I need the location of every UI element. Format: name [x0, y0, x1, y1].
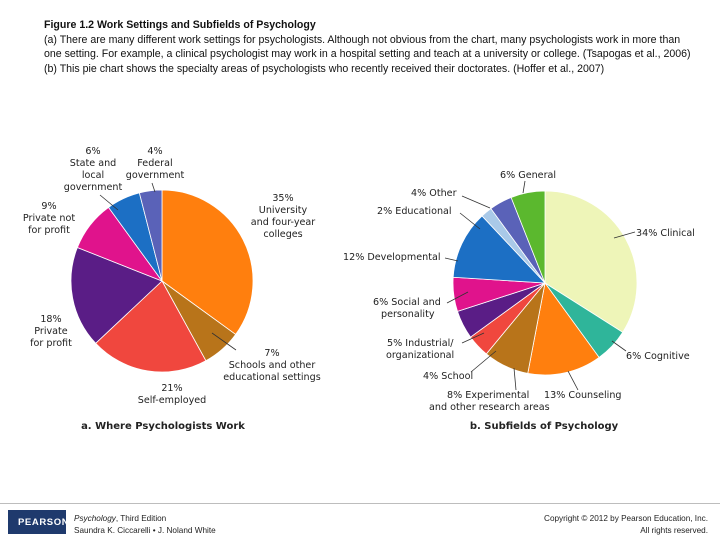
label-social-line1: 6% Social and: [373, 297, 441, 308]
label-io-line2: organizational: [386, 350, 454, 361]
label-other: 4% Other: [411, 188, 457, 199]
label-private-nonprofit-line2: for profit: [28, 225, 70, 236]
label-self-employed-pct: 21%: [161, 383, 182, 394]
label-university-pct: 35%: [272, 193, 293, 204]
pie-b-leader-lines: [444, 180, 636, 391]
figure-caption: Figure 1.2 Work Settings and Subfields o…: [44, 18, 694, 76]
leader-line-developmental: [444, 257, 459, 262]
label-clinical: 34% Clinical: [636, 228, 695, 239]
pie-chart-work-settings: [70, 189, 254, 373]
label-educational: 2% Educational: [377, 206, 452, 217]
pie-slice-developmental: [452, 215, 546, 284]
pie-slice-private-for-profit: [70, 246, 163, 344]
figure-description: (a) There are many different work settin…: [44, 33, 691, 75]
label-federal-line2: government: [126, 170, 185, 181]
label-self-employed: Self-employed: [138, 395, 207, 406]
leader-line-educational: [459, 212, 481, 230]
copyright-line2: All rights reserved.: [640, 525, 708, 535]
footer-divider: [0, 503, 720, 504]
leader-line-schools: [211, 332, 237, 351]
pearson-logo-text: PEARSON: [18, 517, 70, 528]
leader-line-other: [461, 195, 491, 209]
figure-title: Figure 1.2 Work Settings and Subfields o…: [44, 19, 316, 31]
leader-line-social: [446, 291, 469, 304]
pie-slice-general: [510, 190, 546, 284]
book-authors: Saundra K. Ciccarelli • J. Noland White: [74, 525, 216, 535]
pie-chart-subfields: [452, 190, 638, 376]
leader-line-state: [99, 194, 119, 211]
leader-line-school: [470, 350, 497, 373]
label-state-pct: 6%: [85, 146, 100, 157]
pie-slice-counseling: [527, 282, 600, 376]
label-state-line2: local: [82, 170, 104, 181]
pearson-logo: [8, 510, 66, 534]
label-io-line1: 5% Industrial/: [387, 338, 454, 349]
copyright-notice: Copyright © 2012 by Pearson Education, I…: [544, 513, 708, 536]
leader-line-counseling: [567, 370, 579, 391]
label-university-line1: University: [259, 205, 308, 216]
label-experimental-line2: and other research areas: [429, 402, 550, 413]
label-school: 4% School: [423, 371, 473, 382]
book-title: Psychology: [74, 514, 116, 523]
leader-line-general: [522, 180, 526, 194]
pie-charts: 35% University and four-year colleges 7%…: [23, 146, 695, 432]
label-general: 6% General: [500, 170, 556, 181]
label-cognitive: 6% Cognitive: [626, 351, 690, 362]
leader-line-federal: [151, 182, 156, 193]
label-university-line2: and four-year: [251, 217, 316, 228]
label-private-nonprofit-line1: Private not: [23, 213, 75, 224]
label-developmental: 12% Developmental: [343, 252, 441, 263]
label-private-nonprofit-pct: 9%: [41, 201, 56, 212]
chart-a-title: a. Where Psychologists Work: [81, 421, 245, 432]
leader-line-io: [461, 332, 485, 344]
label-university-line3: colleges: [263, 229, 302, 240]
leader-line-cognitive: [611, 340, 627, 352]
leader-line-experimental: [513, 367, 517, 391]
pie-a-labels: 35% University and four-year colleges 7%…: [23, 146, 321, 406]
label-private-profit-line1: Private: [34, 326, 68, 337]
label-schools-line2: educational settings: [223, 372, 320, 383]
pie-slice-self-employed: [95, 280, 207, 373]
chart-b-title: b. Subfields of Psychology: [470, 421, 619, 432]
label-private-profit-line2: for profit: [30, 338, 72, 349]
label-federal-pct: 4%: [147, 146, 162, 157]
label-private-profit-pct: 18%: [40, 314, 61, 325]
label-federal-line1: Federal: [137, 158, 172, 169]
pie-slice-clinical: [544, 190, 638, 333]
pie-slice-university-and-four-year-colleges: [161, 189, 254, 336]
label-experimental-line1: 8% Experimental: [447, 390, 529, 401]
copyright-line1: Copyright © 2012 by Pearson Education, I…: [544, 514, 708, 523]
label-schools-pct: 7%: [264, 348, 279, 359]
label-state-line3: government: [64, 182, 123, 193]
leader-line-clinical: [613, 231, 636, 239]
book-edition: , Third Edition: [115, 514, 167, 523]
pie-slice-federal-government: [138, 189, 163, 282]
book-credit: Psychology, Third Edition Saundra K. Cic…: [74, 513, 216, 536]
pie-a-leader-lines: [99, 182, 237, 351]
label-social-line2: personality: [381, 309, 435, 320]
label-state-line1: State and: [70, 158, 117, 169]
label-counseling: 13% Counseling: [544, 390, 622, 401]
pie-b-labels: 6% General 4% Other 2% Educational 12% D…: [343, 170, 695, 413]
label-schools-line1: Schools and other: [229, 360, 316, 371]
